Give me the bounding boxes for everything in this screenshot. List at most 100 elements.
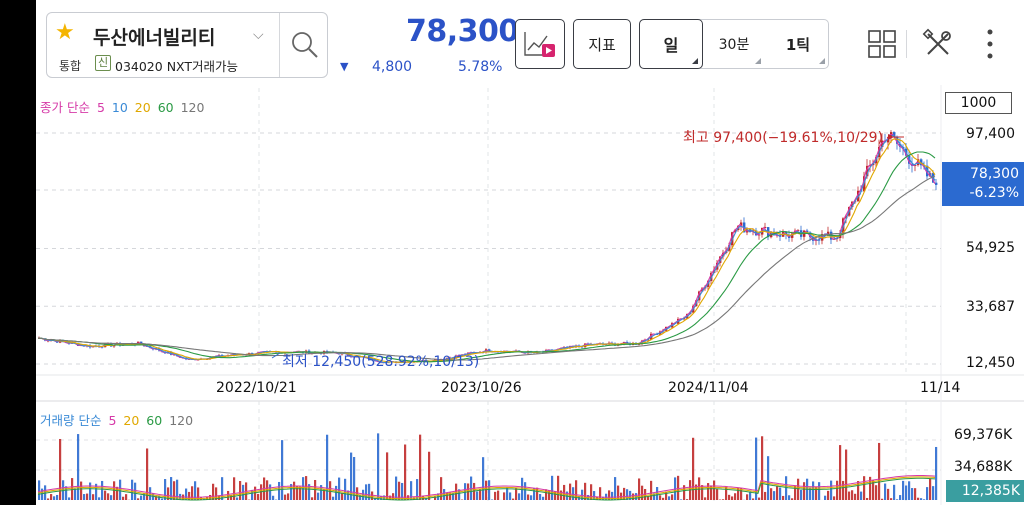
volume-bar <box>278 481 281 500</box>
volume-bar <box>653 493 656 500</box>
candle-body <box>791 233 794 238</box>
volume-ma-legend: 거래량 단순 5 20 60 120 <box>40 410 196 429</box>
tools-icon[interactable] <box>922 28 954 60</box>
candle-body <box>656 334 659 335</box>
volume-bar <box>917 497 920 500</box>
volume-bar <box>284 494 287 500</box>
volume-bar <box>860 491 863 500</box>
stock-name: 두산에너빌리티 <box>93 27 216 49</box>
volume-bar <box>455 483 458 500</box>
candle-body <box>845 215 848 219</box>
volume-bar <box>740 488 743 500</box>
volume-bar <box>623 487 626 500</box>
volume-bar <box>386 452 389 500</box>
volume-bar <box>734 493 737 500</box>
volume-bar <box>581 489 584 500</box>
chart-annotations <box>271 134 904 359</box>
volume-bar <box>572 487 575 500</box>
volume-bar <box>761 436 764 500</box>
volume-bar <box>86 493 89 500</box>
indicator-button[interactable]: 지표 <box>573 19 631 69</box>
volume-bar <box>923 499 926 500</box>
volume-bar <box>737 487 740 500</box>
volume-bar <box>50 494 53 500</box>
volume-bar <box>908 481 911 500</box>
candle-body <box>785 231 788 235</box>
period-tick-button[interactable]: 1틱 <box>767 20 829 68</box>
volume-bar <box>509 492 512 500</box>
volume-bar <box>101 480 104 500</box>
volume-bar <box>428 451 431 500</box>
volume-bar <box>170 477 173 500</box>
volume-bar <box>326 434 329 500</box>
legend-ma20: 20 <box>134 100 151 115</box>
volume-legend-prefix: 거래량 단순 <box>40 413 102 428</box>
search-button[interactable] <box>279 13 329 77</box>
volume-bar <box>497 490 500 500</box>
volume-bar <box>617 485 620 500</box>
current-price-tag: 78,300 -6.23% <box>942 162 1024 206</box>
chart-video-button[interactable] <box>515 19 565 69</box>
volume-legend-ma60: 60 <box>146 413 163 428</box>
volume-bar <box>404 444 407 500</box>
volume-bar <box>149 487 152 500</box>
toolbar-divider <box>906 30 907 58</box>
favorite-star-icon[interactable]: ★ <box>55 20 75 45</box>
period-30min-button[interactable]: 30분 <box>703 20 765 68</box>
volume-bar <box>899 495 902 500</box>
volume-bar <box>464 483 467 500</box>
price-volume-chart[interactable] <box>36 0 1024 505</box>
chevron-down-icon[interactable]: ⌵ <box>253 27 264 43</box>
volume-bar <box>80 481 83 500</box>
volume-bar <box>824 495 827 500</box>
candle-count-box[interactable]: 1000 <box>945 92 1012 114</box>
volume-bar <box>692 437 695 500</box>
volume-bar <box>482 457 485 500</box>
low-marker-line <box>271 352 281 359</box>
volume-bar <box>59 438 62 500</box>
volume-bar <box>134 482 137 500</box>
volume-bar <box>95 483 98 500</box>
volume-bar <box>185 488 188 500</box>
stock-selector[interactable]: ★ 두산에너빌리티 ⌵ 통합 신 034020 NXT거래가능 <box>46 12 328 78</box>
volume-bar <box>299 486 302 500</box>
volume-bar <box>140 495 143 500</box>
high-price-annotation: 최고 97,400(−19.61%,10/29) <box>683 130 884 146</box>
volume-bar <box>425 498 428 500</box>
y-axis-label: 97,400 <box>966 126 1015 142</box>
volume-bar <box>341 493 344 500</box>
volume-bar <box>344 478 347 500</box>
volume-bar <box>89 482 92 500</box>
volume-bar <box>536 487 539 500</box>
layout-grid-icon[interactable] <box>866 28 898 60</box>
volume-bar <box>914 488 917 500</box>
price-change: 4,800 <box>372 59 413 75</box>
volume-bar <box>194 481 197 500</box>
y-axis-label: 12,450 <box>966 355 1015 371</box>
volume-bar <box>416 479 419 500</box>
volume-bar <box>839 445 842 500</box>
candle-body <box>722 252 725 257</box>
volume-bar <box>590 484 593 500</box>
candle-body <box>908 155 911 164</box>
volume-bar <box>650 480 653 500</box>
volume-bar <box>476 491 479 500</box>
volume-bar <box>524 482 527 500</box>
volume-bar <box>638 478 641 500</box>
volume-bar <box>926 487 929 500</box>
volume-bar <box>38 480 41 500</box>
volume-bar <box>71 478 74 500</box>
volume-bar <box>518 493 521 500</box>
legend-ma10: 10 <box>111 100 128 115</box>
volume-bar <box>854 493 857 500</box>
volume-bar <box>374 497 377 500</box>
volume-bar <box>629 490 632 500</box>
period-day-button[interactable]: 일 <box>639 19 703 69</box>
volume-bar <box>710 485 713 500</box>
volume-bar <box>251 489 254 500</box>
volume-y-label: 69,376K <box>954 427 1013 443</box>
more-vertical-icon[interactable] <box>980 26 1000 62</box>
volume-ma5-line <box>37 475 936 498</box>
volume-bar <box>143 493 146 500</box>
volume-bar <box>107 493 110 500</box>
